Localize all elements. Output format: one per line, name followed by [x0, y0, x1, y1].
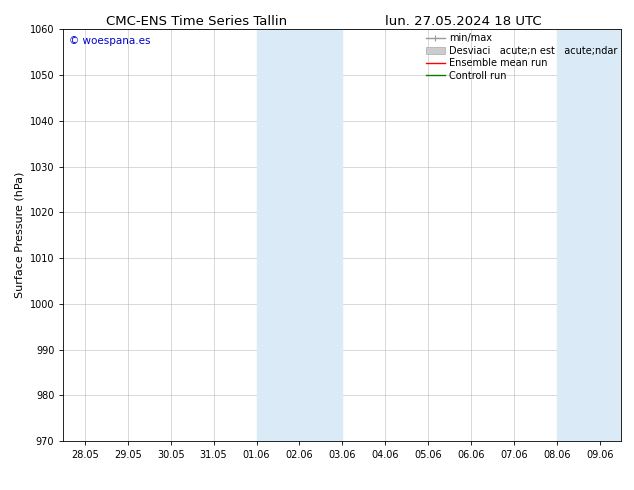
Text: © woespana.es: © woespana.es: [69, 36, 150, 46]
Y-axis label: Surface Pressure (hPa): Surface Pressure (hPa): [14, 172, 24, 298]
Text: CMC-ENS Time Series Tallin: CMC-ENS Time Series Tallin: [106, 15, 287, 28]
Bar: [557, 29, 621, 441]
Legend: min/max, Desviaci   acute;n est   acute;ndar, Ensemble mean run, Controll run: min/max, Desviaci acute;n est acute;ndar…: [424, 31, 619, 82]
Bar: [257, 29, 342, 441]
Text: lun. 27.05.2024 18 UTC: lun. 27.05.2024 18 UTC: [384, 15, 541, 28]
